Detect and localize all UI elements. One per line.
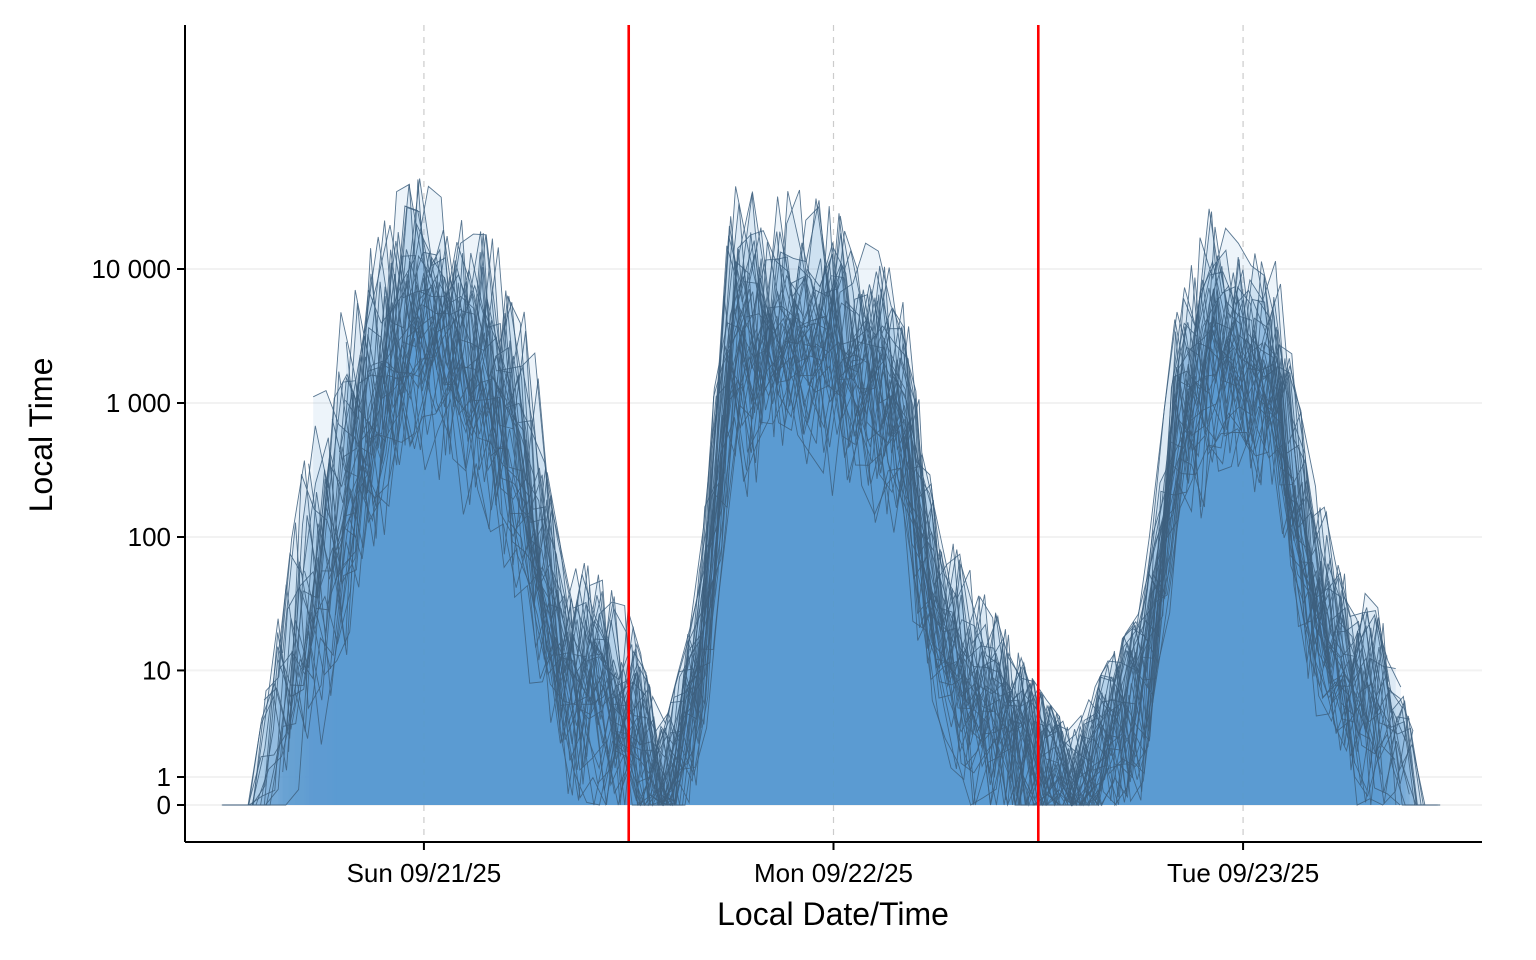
y-tick-label: 10: [142, 655, 171, 685]
x-axis-title: Local Date/Time: [717, 896, 949, 932]
series-area: [350, 278, 1413, 806]
series-area: [235, 294, 1401, 805]
series-line: [226, 231, 1392, 807]
series-area: [346, 220, 1396, 806]
y-tick-label: 0: [157, 790, 171, 820]
series-line-layer: [221, 178, 1441, 807]
series-area: [223, 190, 1389, 805]
series-area: [332, 184, 1382, 805]
vertical-marker-layer: [627, 25, 1040, 842]
series-line: [231, 277, 1385, 807]
series-area: [333, 220, 1396, 806]
series-area: [335, 307, 1437, 805]
series-area: [253, 178, 1380, 805]
series-line: [221, 318, 1438, 806]
x-tick-label: Mon 09/22/25: [754, 858, 913, 888]
series-line: [279, 273, 1407, 806]
series-area: [222, 256, 1414, 805]
y-axis-title: Local Time: [23, 358, 59, 513]
y-tick-label: 100: [128, 522, 171, 552]
series-area: [231, 278, 1384, 805]
series-area: [336, 281, 1348, 805]
series-area: [239, 203, 1431, 805]
series-line: [345, 220, 1396, 790]
x-tick-label: Tue 09/23/25: [1167, 858, 1319, 888]
series-area: [309, 253, 1410, 806]
series-area: [305, 327, 1355, 805]
series-area: [247, 249, 1387, 806]
series-area: [343, 258, 1342, 805]
series-line: [223, 189, 1389, 807]
series-area: [221, 319, 1438, 805]
series-area: [228, 284, 1368, 805]
series-line: [304, 327, 1356, 806]
series-area: [226, 315, 1392, 805]
y-tick-label: 1: [157, 762, 171, 792]
series-line: [344, 226, 1382, 799]
series-area: [345, 184, 1357, 806]
y-tick-label: 1 000: [106, 388, 171, 418]
series-area: [339, 249, 1441, 805]
series-area: [252, 257, 1405, 805]
series-line: [350, 277, 1414, 806]
series-area: [282, 289, 1346, 805]
series-line: [336, 281, 1349, 806]
y-tick-label: 10 000: [91, 254, 171, 284]
x-tick-label: Sun 09/21/25: [347, 858, 502, 888]
series-area: [243, 260, 1396, 805]
series-area: [226, 231, 1392, 806]
axis-layer: 01 10 100 1 000 10 000 Sun 09/21/25 Mon 09/22/…: [91, 25, 1482, 888]
